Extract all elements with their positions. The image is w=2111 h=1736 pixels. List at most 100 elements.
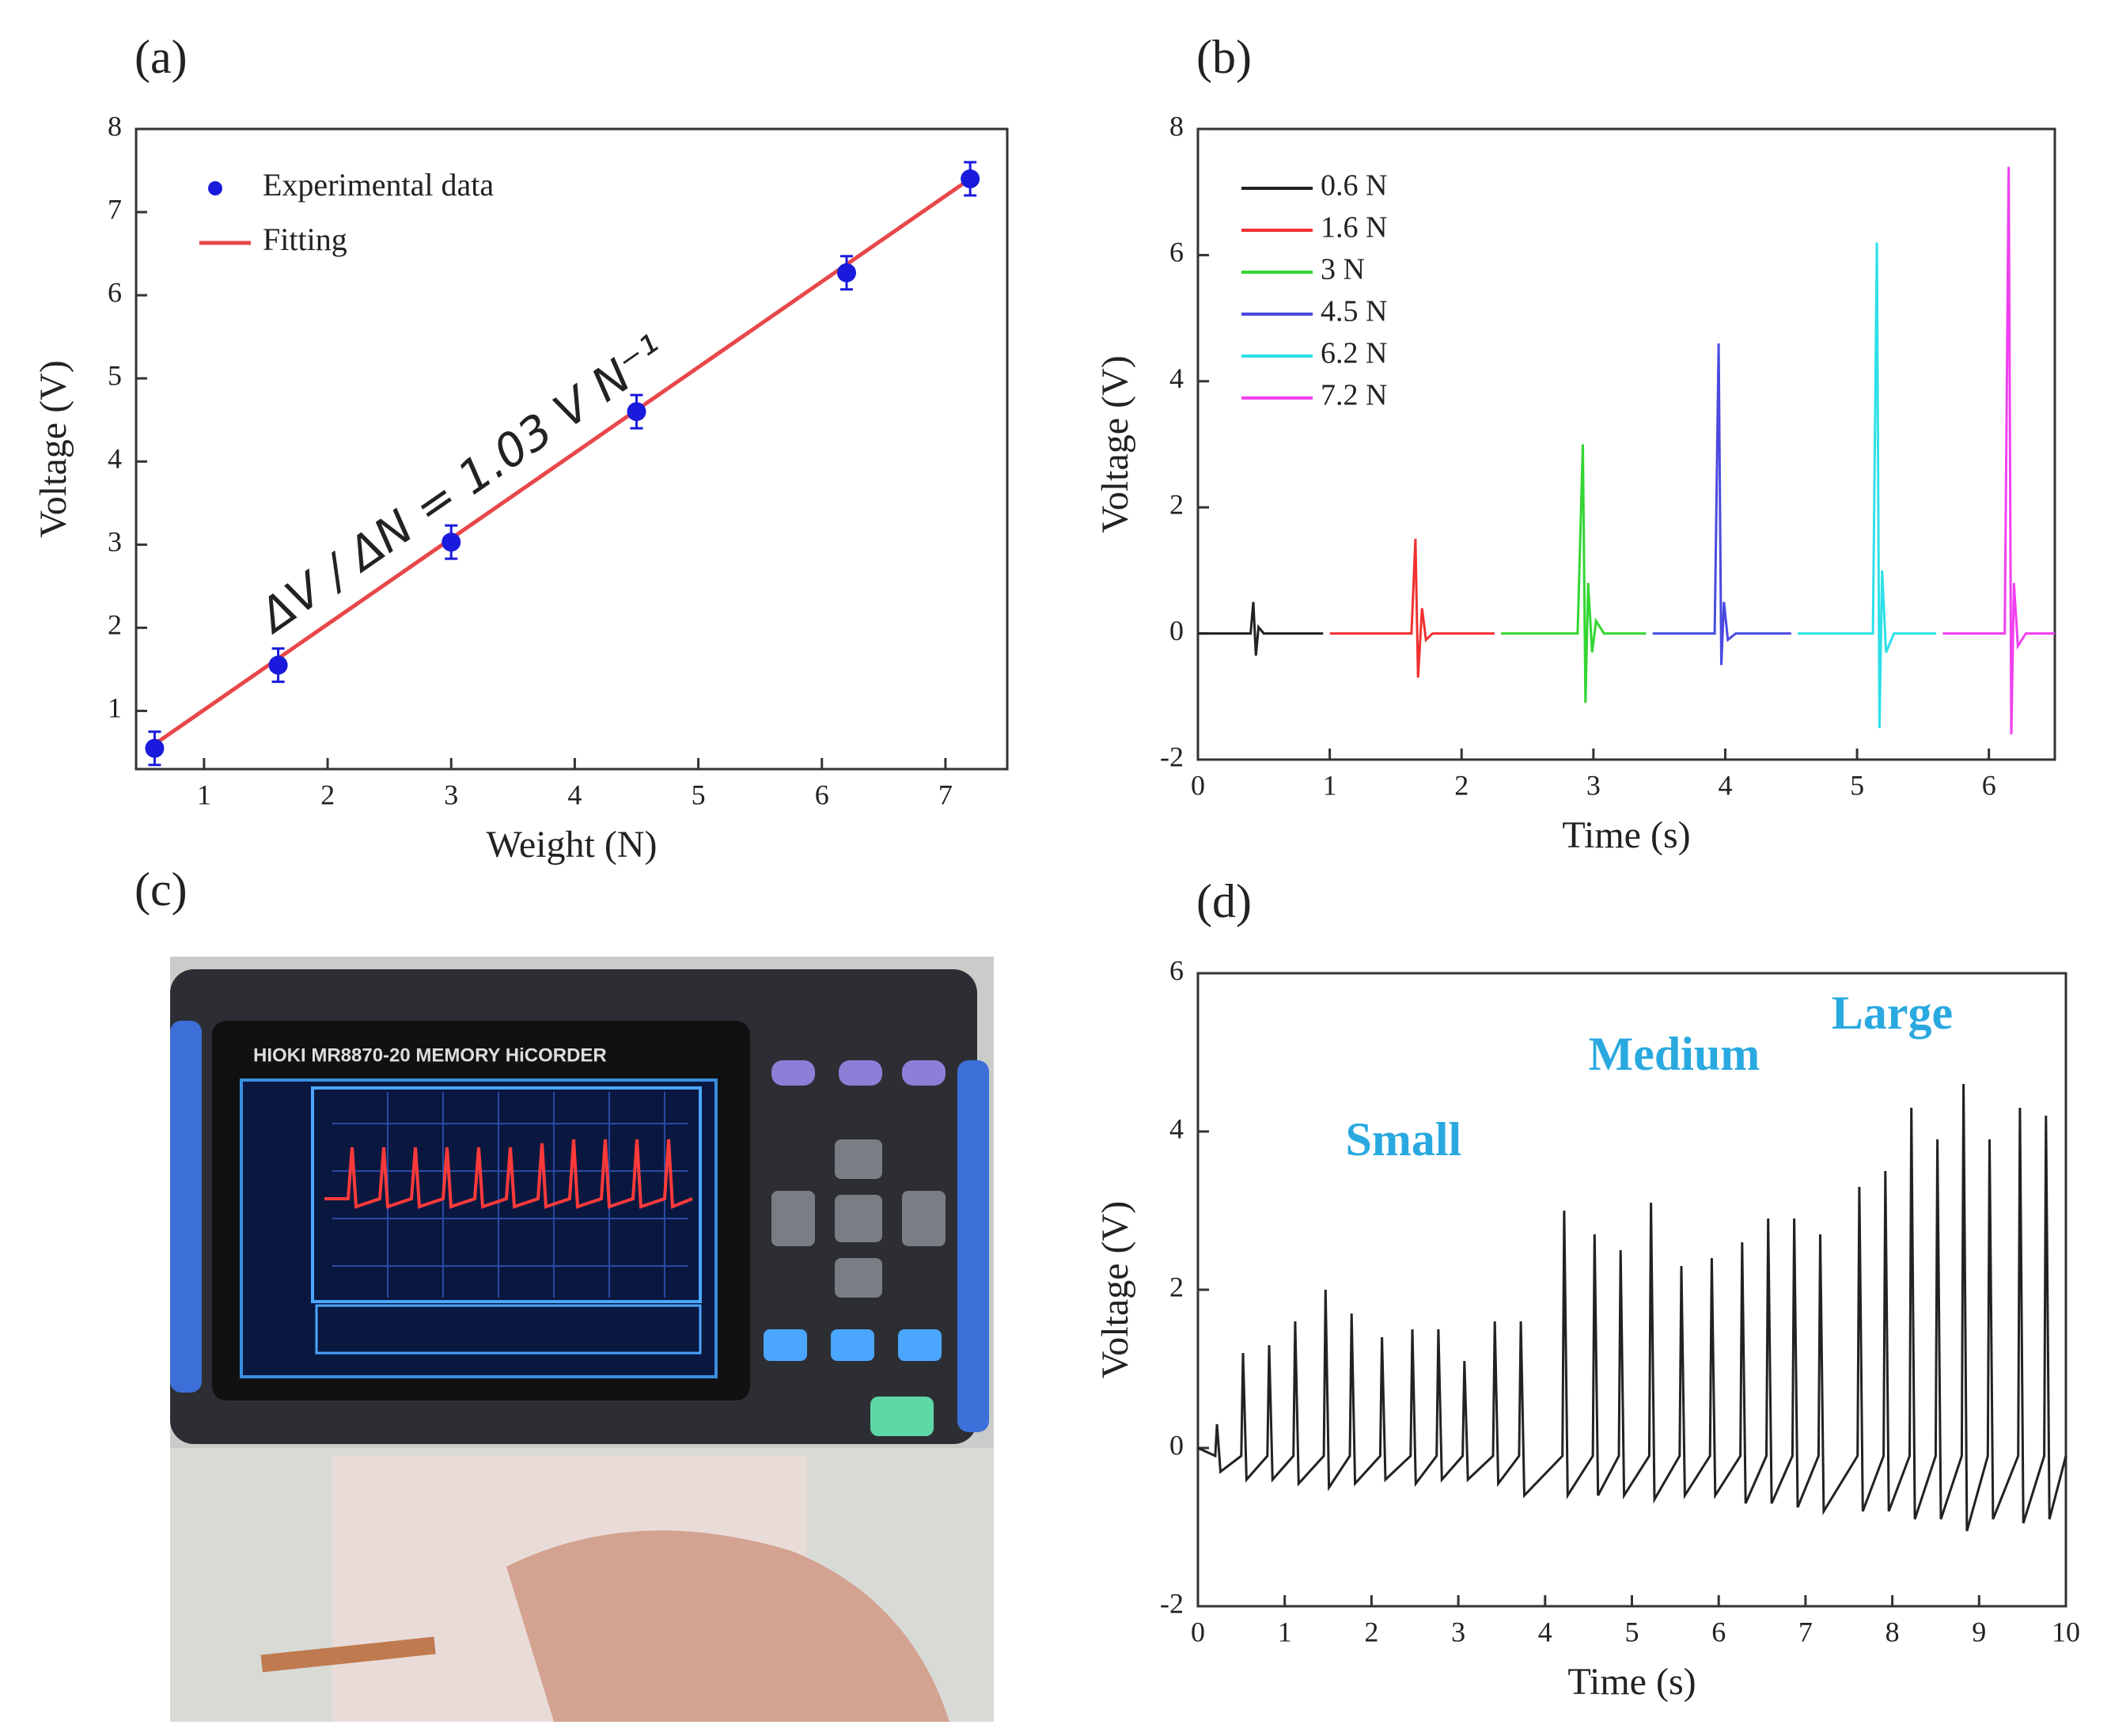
y-tick-label: 6: [1169, 237, 1184, 268]
x-tick-label: 1: [197, 779, 211, 810]
data-point: [961, 169, 980, 189]
signal-line: [1329, 538, 1495, 678]
y-tick-label: 3: [108, 526, 122, 558]
legend-label: 7.2 N: [1321, 379, 1387, 412]
x-tick-label: 4: [1718, 769, 1732, 801]
copper-tape: [260, 1636, 436, 1673]
legend-label: 3 N: [1321, 253, 1365, 286]
x-tick-label: 6: [1982, 769, 1996, 801]
panel-label: (c): [135, 863, 188, 915]
panel-label: (b): [1196, 31, 1252, 83]
x-tick-label: 5: [692, 779, 706, 810]
y-axis-title: Voltage (V): [32, 360, 74, 537]
signal-line: [1197, 1083, 2067, 1532]
x-tick-label: 6: [1711, 1616, 1726, 1647]
x-tick-label: 1: [1278, 1616, 1292, 1647]
y-axis-title: Voltage (V): [1094, 1201, 1136, 1378]
annotation: Large: [1832, 987, 1953, 1039]
direction-pad: [771, 1139, 946, 1298]
y-tick-label: 1: [108, 692, 122, 724]
plot-frame: [1196, 127, 2056, 761]
x-tick-label: 10: [2052, 1616, 2080, 1647]
grip: [170, 1021, 202, 1393]
x-tick-label: 4: [567, 779, 582, 810]
x-tick-label: 9: [1972, 1616, 1986, 1647]
x-tick-label: 2: [1454, 769, 1469, 801]
device-text: HIOKI MR8870-20 MEMORY HiCORDER: [253, 1044, 607, 1066]
plot-frame: [135, 127, 1009, 771]
y-tick-label: 0: [1169, 1429, 1184, 1461]
y-tick-label: 5: [108, 359, 122, 391]
buttons: [771, 1060, 946, 1086]
x-axis-title: Time (s): [1562, 814, 1690, 856]
screen: [240, 1078, 718, 1378]
blue-buttons: [764, 1329, 942, 1361]
y-axis-title: Voltage (V): [1094, 355, 1136, 533]
hand: [506, 1530, 949, 1722]
x-tick-label: 8: [1885, 1616, 1900, 1647]
x-tick-label: 4: [1538, 1616, 1552, 1647]
y-tick-label: 4: [1169, 1112, 1184, 1144]
x-tick-label: 2: [1364, 1616, 1378, 1647]
legend-label: Fitting: [263, 222, 347, 257]
data-point: [145, 738, 165, 758]
panel-label: (d): [1196, 875, 1252, 927]
legend-label: 1.6 N: [1321, 211, 1387, 244]
screen-trace: [324, 1139, 693, 1209]
annotation: Small: [1345, 1113, 1461, 1166]
signal-line: [1798, 242, 1936, 729]
plot-window: [311, 1086, 702, 1303]
legend-marker: [208, 181, 222, 195]
signal-line: [1501, 444, 1647, 703]
x-tick-label: 0: [1191, 1616, 1205, 1647]
signal-line: [1652, 343, 1791, 665]
x-tick-label: 5: [1850, 769, 1864, 801]
y-tick-label: 4: [1169, 362, 1184, 394]
fit-line: [153, 176, 972, 746]
x-tick-label: 5: [1625, 1616, 1639, 1647]
x-tick-label: 0: [1191, 769, 1205, 801]
legend-label: Experimental data: [263, 167, 494, 203]
legend-label: 4.5 N: [1321, 295, 1387, 328]
x-tick-label: 7: [1798, 1616, 1813, 1647]
panel-label: (a): [135, 31, 188, 83]
data-point: [268, 655, 288, 675]
y-tick-label: 2: [1169, 488, 1184, 520]
photo-panel: (c) HIOKI MR8870-20 MEMORY HiCORDER: [135, 863, 994, 1722]
data-point: [627, 402, 646, 422]
screen-status: [315, 1304, 702, 1355]
y-tick-label: -2: [1160, 1587, 1184, 1619]
annotation: Medium: [1589, 1028, 1760, 1080]
legend-label: 6.2 N: [1321, 337, 1387, 370]
y-tick-label: 2: [1169, 1271, 1184, 1302]
x-tick-label: 3: [1451, 1616, 1465, 1647]
x-tick-label: 1: [1323, 769, 1337, 801]
x-tick-label: 7: [938, 779, 953, 810]
y-tick-label: -2: [1160, 741, 1184, 772]
data-point: [442, 533, 461, 552]
data-point: [836, 263, 856, 282]
y-tick-label: 6: [1169, 954, 1184, 986]
y-tick-label: 0: [1169, 615, 1184, 646]
y-tick-label: 2: [108, 609, 122, 641]
signal-line: [1198, 601, 1324, 656]
x-axis-title: Weight (N): [486, 824, 657, 866]
legend-label: 0.6 N: [1321, 169, 1387, 203]
x-tick-label: 3: [1586, 769, 1601, 801]
grip: [957, 1060, 989, 1432]
y-tick-label: 7: [108, 193, 122, 225]
x-tick-label: 2: [320, 779, 335, 810]
chart-panel: (a) 1 2 3 4 5 6 7 1 2 3 4 5 6 7 8 Weight (N) Voltage (V) E…: [32, 31, 1009, 866]
x-tick-label: 6: [815, 779, 829, 810]
y-tick-label: 4: [108, 443, 122, 475]
equation: ΔV / ΔN = 1.03 V N⁻¹: [248, 324, 676, 644]
x-axis-title: Time (s): [1567, 1661, 1696, 1703]
y-tick-label: 6: [108, 276, 122, 308]
start-button: [870, 1397, 934, 1436]
signal-line: [1942, 166, 2055, 735]
y-tick-label: 8: [1169, 110, 1184, 142]
x-tick-label: 3: [444, 779, 458, 810]
